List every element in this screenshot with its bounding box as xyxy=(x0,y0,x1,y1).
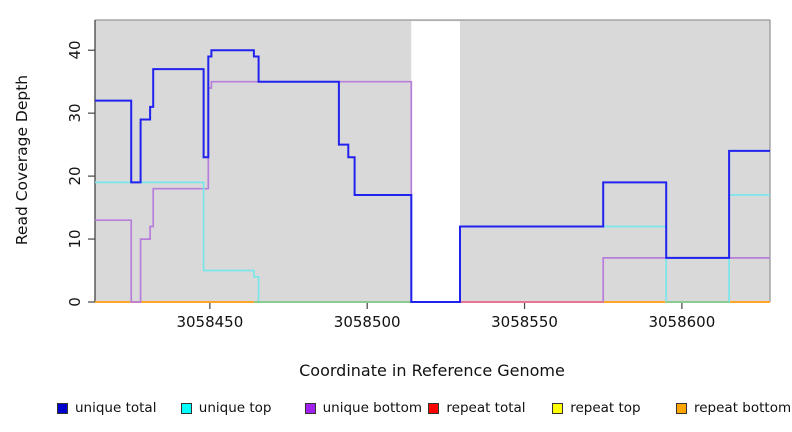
legend-item-repeat-total: repeat total xyxy=(428,400,526,416)
no-data-gap xyxy=(411,21,461,302)
legend-label: repeat total xyxy=(446,400,526,416)
legend-swatch-unique-top xyxy=(180,402,192,414)
x-tick-label: 3058450 xyxy=(176,313,244,331)
legend-item-unique-total: unique total xyxy=(57,401,156,415)
y-tick-label: 40 xyxy=(66,40,84,60)
legend-label: repeat top xyxy=(570,400,641,416)
x-tick-label: 3058500 xyxy=(333,313,401,331)
series-line-unique-total xyxy=(95,49,770,303)
legend-item-repeat-top: repeat top xyxy=(552,400,641,416)
legend-item-unique-bottom: unique bottom xyxy=(304,400,423,416)
x-tick-label: 3058600 xyxy=(648,313,716,331)
legend-item-repeat-bottom: repeat bottom xyxy=(676,401,791,415)
legend-label: unique total xyxy=(75,400,157,416)
legend-label: repeat bottom xyxy=(694,400,792,416)
y-tick-label: 10 xyxy=(66,229,84,249)
y-tick-label: 20 xyxy=(66,166,84,186)
legend-swatch-unique-bottom xyxy=(304,402,316,414)
y-tick-label: 30 xyxy=(66,103,84,123)
legend-label: unique bottom xyxy=(322,400,423,416)
legend-label: unique top xyxy=(198,400,272,416)
x-tick-label: 3058550 xyxy=(491,313,558,331)
legend-swatch-repeat-top xyxy=(552,402,564,414)
y-tick-label: 0 xyxy=(66,297,84,307)
legend-swatch-repeat-total xyxy=(428,402,440,414)
x-axis-title: Coordinate in Reference Genome xyxy=(299,361,565,380)
legend-item-unique-top: unique top xyxy=(180,400,272,416)
legend-swatch-repeat-bottom xyxy=(676,402,687,414)
y-axis-title: Read Coverage Depth xyxy=(13,74,31,246)
legend-swatch-unique-total xyxy=(57,402,68,414)
